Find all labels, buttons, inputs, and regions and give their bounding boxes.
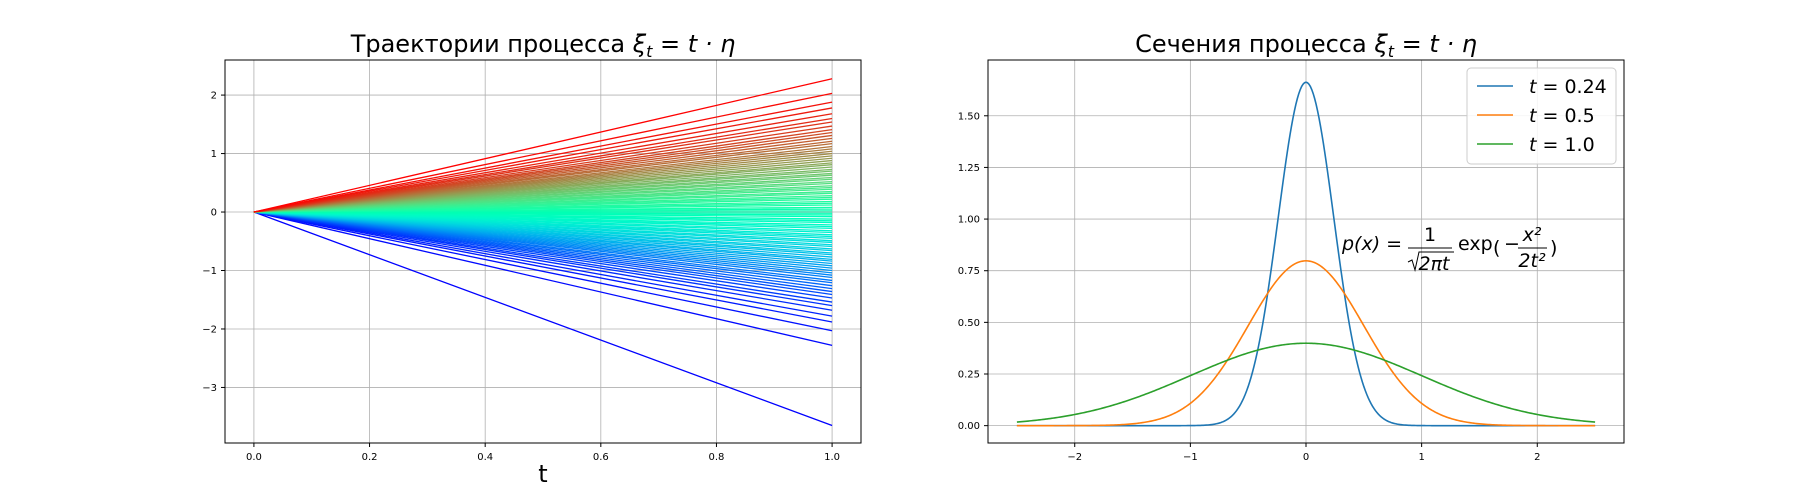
trajectory-line xyxy=(253,113,833,213)
trajectory-line xyxy=(253,78,833,213)
trajectories-chart: 0.0 0.2 0.4 0.6 0.8 1.0 −3 −2 −1 0 1 2 Траектории п… xyxy=(202,30,862,488)
right-y-tick-label: 1.50 xyxy=(958,111,980,122)
formula-inner-numerator: x² xyxy=(1522,224,1542,246)
trajectory-line xyxy=(253,211,833,311)
trajectory-line xyxy=(253,211,833,323)
right-x-tick-label: 1 xyxy=(1418,452,1424,463)
formula-minus: − xyxy=(1504,233,1520,255)
trajectory-line xyxy=(253,92,833,213)
right-x-tick-label: 0 xyxy=(1303,452,1309,463)
left-y-tick-label: −2 xyxy=(202,324,217,335)
legend-label: t = 0.24 xyxy=(1529,76,1607,98)
left-y-tick-label: −3 xyxy=(202,383,217,394)
density-formula: p(x) = 1 2πt exp ( − x² 2t² ) xyxy=(1341,224,1557,275)
formula-paren-right: ) xyxy=(1550,237,1557,259)
right-ticks: −2 −1 0 1 20.000.250.500.751.001.251.50 xyxy=(958,111,1541,463)
trajectory-line xyxy=(253,211,833,303)
formula-paren-left: ( xyxy=(1493,237,1500,259)
left-x-tick-label: 0.8 xyxy=(709,452,725,463)
formula-lhs: p(x) = xyxy=(1341,233,1402,255)
right-y-tick-label: 0.00 xyxy=(958,421,980,432)
left-y-tick-label: 2 xyxy=(211,91,217,102)
left-x-tick-label: 0.4 xyxy=(477,452,493,463)
trajectory-line xyxy=(253,211,833,332)
formula-denominator: 2πt xyxy=(1419,253,1452,275)
left-x-tick-label: 0.6 xyxy=(593,452,609,463)
left-x-tick-label: 1.0 xyxy=(824,452,840,463)
left-x-tick-label: 0.2 xyxy=(362,452,378,463)
right-y-tick-label: 1.00 xyxy=(958,215,980,226)
right-y-tick-label: 0.25 xyxy=(958,370,980,381)
left-ticks: 0.0 0.2 0.4 0.6 0.8 1.0 −3 −2 −1 0 1 2 xyxy=(202,91,840,463)
right-title: Сечения процесса ξt = t · η xyxy=(1135,30,1477,61)
sections-chart: −2 −1 0 1 20.000.250.500.751.001.251.50 Сече… xyxy=(958,30,1625,463)
left-axes-frame xyxy=(224,59,862,444)
legend-label: t = 1.0 xyxy=(1529,134,1595,156)
density-line xyxy=(1016,342,1596,423)
trajectory-line xyxy=(253,211,833,427)
left-xlabel: t xyxy=(538,460,547,488)
left-y-tick-label: −1 xyxy=(202,266,217,277)
right-x-tick-label: −2 xyxy=(1067,452,1082,463)
left-y-tick-label: 0 xyxy=(211,208,217,219)
right-x-tick-label: −1 xyxy=(1183,452,1198,463)
right-density-lines xyxy=(1016,81,1596,427)
right-y-tick-label: 0.50 xyxy=(958,318,980,329)
trajectory-line xyxy=(253,117,833,213)
trajectory-line xyxy=(253,101,833,213)
legend-label: t = 0.5 xyxy=(1529,105,1595,127)
trajectory-line xyxy=(253,211,833,346)
left-y-tick-label: 1 xyxy=(211,149,217,160)
right-y-tick-label: 1.25 xyxy=(958,163,980,174)
right-y-tick-label: 0.75 xyxy=(958,266,980,277)
legend: t = 0.24 t = 0.5 t = 1.0 xyxy=(1466,67,1617,165)
legend-box xyxy=(1466,67,1617,165)
left-x-tick-label: 0.0 xyxy=(246,452,262,463)
trajectory-line xyxy=(253,107,833,213)
left-trajectory-lines xyxy=(253,78,833,427)
right-x-tick-label: 2 xyxy=(1534,452,1540,463)
formula-numerator: 1 xyxy=(1424,224,1436,246)
density-line xyxy=(1016,260,1596,427)
left-title: Траектории процесса ξt = t · η xyxy=(350,30,736,61)
formula-inner-denominator: 2t² xyxy=(1518,250,1546,272)
formula-exp: exp xyxy=(1458,233,1493,255)
trajectory-line xyxy=(253,211,833,317)
formula-sqrt-sign xyxy=(1407,251,1454,272)
trajectory-line xyxy=(253,125,833,213)
